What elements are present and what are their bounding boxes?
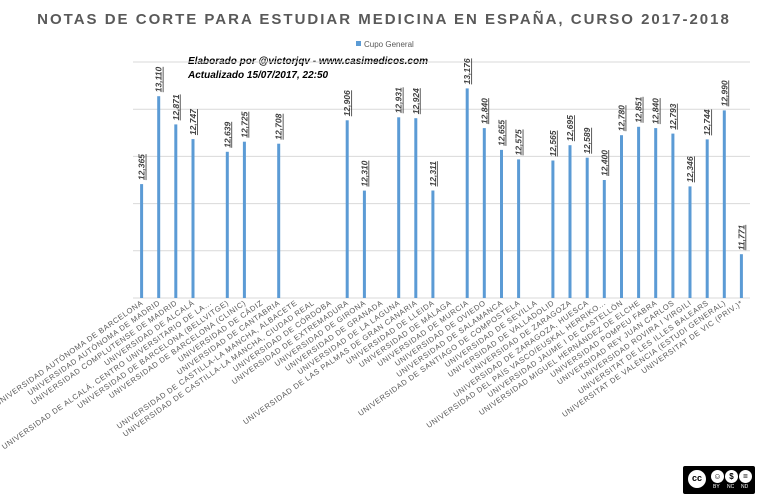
nd-label: ND [741, 484, 749, 490]
cc-icon: cc [687, 469, 707, 489]
data-labels: 12,365 13,110 12,871 12,747 12,639 12,725 12,7… [137, 58, 747, 250]
data-label: 12,589 [582, 127, 592, 153]
legend-label: Cupo General [364, 40, 414, 49]
bar [397, 117, 401, 298]
annotation-block: Elaborado por @victorjqv - www.casimedic… [187, 56, 428, 81]
bar [140, 184, 144, 298]
data-label: 12,311 [428, 161, 438, 187]
data-label: 12,851 [634, 97, 644, 123]
by-icon: ☺ [711, 470, 724, 483]
legend-swatch [356, 41, 361, 46]
bar [277, 143, 281, 298]
data-label: 12,840 [479, 98, 489, 124]
data-label: 12,575 [514, 129, 524, 155]
legend: Cupo General [356, 40, 414, 49]
by-label: BY [713, 484, 720, 490]
bar [602, 180, 606, 298]
data-label: 12,310 [359, 160, 369, 186]
cc-license-badge: cc ☺ $ = BY NC ND [683, 466, 755, 494]
bar [517, 159, 521, 298]
bar [671, 133, 675, 298]
data-label: 12,931 [394, 87, 404, 113]
data-label: 12,346 [685, 156, 695, 182]
bar [551, 160, 555, 298]
bar [482, 128, 486, 298]
data-label: 11,771 [736, 225, 746, 251]
bar [637, 126, 641, 298]
nd-icon: = [739, 470, 752, 483]
bar [568, 145, 572, 298]
x-axis-labels: UNIVERSIDAD AUTÓNOMA DE BARCELONAUNIVERS… [0, 298, 745, 451]
bar [431, 190, 435, 298]
bar [739, 254, 743, 298]
bar [688, 186, 692, 298]
data-label: 12,747 [188, 108, 198, 135]
nc-icon: $ [725, 470, 738, 483]
data-label: 12,793 [668, 103, 678, 129]
data-label: 12,906 [342, 90, 352, 116]
data-label: 12,708 [274, 113, 284, 139]
data-label: 13,110 [154, 67, 164, 93]
bar [174, 124, 178, 299]
data-label: 13,176 [462, 58, 472, 84]
data-label: 12,871 [171, 94, 181, 120]
data-label: 12,365 [137, 154, 147, 180]
bar [362, 190, 366, 298]
updated-note: Actualizado 15/07/2017, 22:50 [187, 70, 329, 81]
bar [705, 139, 709, 298]
data-label: 12,639 [222, 122, 232, 148]
bars [140, 88, 743, 299]
bar [242, 141, 246, 298]
bar [465, 88, 469, 299]
bar [585, 157, 589, 298]
data-label: 12,744 [702, 109, 712, 135]
nc-label: NC [727, 484, 735, 490]
bar [157, 96, 161, 298]
data-label: 12,725 [239, 111, 249, 137]
data-label: 12,924 [411, 88, 421, 114]
data-label: 12,565 [548, 130, 558, 156]
chart-title: NOTAS DE CORTE PARA ESTUDIAR MEDICINA EN… [37, 10, 731, 28]
bar [345, 120, 349, 298]
bar [654, 128, 658, 298]
bar [414, 118, 418, 298]
data-label: 12,655 [497, 120, 507, 146]
data-label: 12,990 [719, 80, 729, 106]
gridlines [133, 61, 750, 299]
data-label: 12,400 [599, 150, 609, 176]
bar [500, 149, 503, 298]
bar [191, 139, 195, 298]
data-label: 12,695 [565, 115, 575, 141]
data-label: 12,840 [651, 98, 661, 124]
bar [620, 135, 623, 298]
bar [722, 110, 726, 299]
bar [225, 151, 229, 298]
data-label: 12,780 [617, 105, 627, 131]
